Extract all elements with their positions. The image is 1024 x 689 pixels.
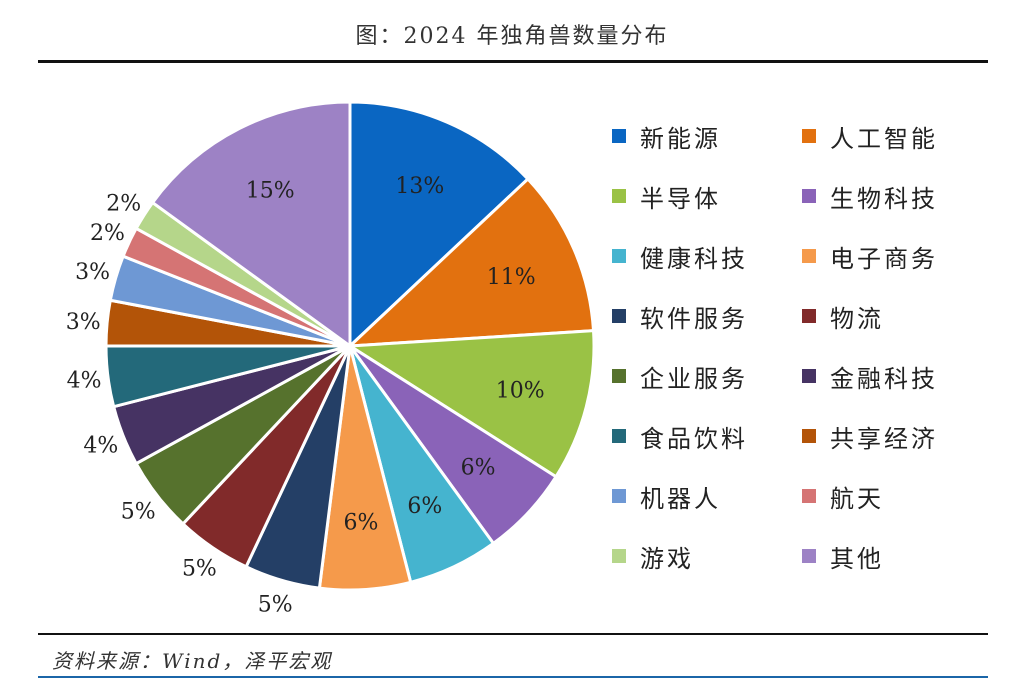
legend-label: 新能源 [640,124,721,153]
slice-label-13: 2% [90,221,125,246]
pie-slice-1 [345,176,596,348]
legend-item-8: 企业服务 [612,346,802,406]
legend-label: 航天 [830,484,884,513]
slice-label-1: 11% [487,265,536,290]
slice-label-15: 15% [246,179,295,204]
legend-label: 企业服务 [640,364,748,393]
legend-label: 健康科技 [640,244,748,273]
legend-item-11: 共享经济 [802,406,992,466]
chart-legend: 新能源 人工智能半导体 生物科技健康科技 电子商务软件服务 物流企业服务 金融科技食品饮料… [612,106,992,586]
legend-swatch [612,309,626,323]
bottom-rule [38,633,988,635]
slice-label-3: 6% [461,455,496,480]
legend-swatch [802,129,816,143]
legend-swatch [802,309,816,323]
source-note: 资料来源：Wind，泽平宏观 [52,649,333,673]
pie-slice-15 [150,100,352,349]
slice-label-14: 2% [106,191,141,216]
slice-label-10: 4% [67,369,102,394]
top-rule [38,60,988,63]
legend-label: 食品饮料 [640,424,748,453]
legend-item-10: 食品饮料 [612,406,802,466]
legend-swatch [802,549,816,563]
slice-label-12: 3% [75,260,110,285]
legend-item-4: 健康科技 [612,226,802,286]
legend-label: 生物科技 [830,184,938,213]
legend-label: 共享经济 [830,424,938,453]
legend-swatch [612,549,626,563]
pie-slice-2 [345,329,596,479]
legend-swatch [802,189,816,203]
legend-item-9: 金融科技 [802,346,992,406]
legend-swatch [612,369,626,383]
slice-label-0: 13% [395,174,444,199]
slice-label-11: 3% [66,310,101,335]
legend-item-3: 生物科技 [802,166,992,226]
slice-label-2: 10% [496,379,545,404]
legend-swatch [802,369,816,383]
legend-label: 金融科技 [830,364,938,393]
slice-label-9: 4% [83,434,118,459]
legend-label: 物流 [830,304,884,333]
legend-swatch [612,249,626,263]
chart-title: 图：2024 年独角兽数量分布 [355,24,669,49]
legend-label: 游戏 [640,544,694,573]
legend-swatch [612,129,626,143]
legend-label: 人工智能 [830,124,938,153]
legend-swatch [612,429,626,443]
pie-labels: 13% 11% 10% 6% 6% 6% 5% 5% 5% 4% 4% 3% 3% 2% 2% 15% [66,174,545,618]
legend-item-15: 其他 [802,526,992,586]
legend-label: 电子商务 [830,244,938,273]
legend-swatch [612,489,626,503]
legend-item-6: 软件服务 [612,286,802,346]
legend-swatch [802,489,816,503]
legend-label: 机器人 [640,484,721,513]
legend-swatch [802,429,816,443]
footer-rule [38,676,988,678]
slice-label-5: 6% [344,510,379,535]
legend-label: 其他 [830,544,884,573]
slice-label-8: 5% [121,499,156,524]
legend-item-7: 物流 [802,286,992,346]
legend-swatch [802,249,816,263]
legend-swatch [612,189,626,203]
legend-item-14: 游戏 [612,526,802,586]
legend-item-1: 人工智能 [802,106,992,166]
legend-item-2: 半导体 [612,166,802,226]
slice-label-6: 5% [258,592,293,617]
legend-item-13: 航天 [802,466,992,526]
slice-label-4: 6% [407,494,442,519]
pie-slices [104,100,596,592]
legend-label: 软件服务 [640,304,748,333]
pie-slice-0 [348,100,530,350]
legend-label: 半导体 [640,184,721,213]
legend-item-12: 机器人 [612,466,802,526]
slice-label-7: 5% [182,557,217,582]
legend-item-5: 电子商务 [802,226,992,286]
legend-item-0: 新能源 [612,106,802,166]
